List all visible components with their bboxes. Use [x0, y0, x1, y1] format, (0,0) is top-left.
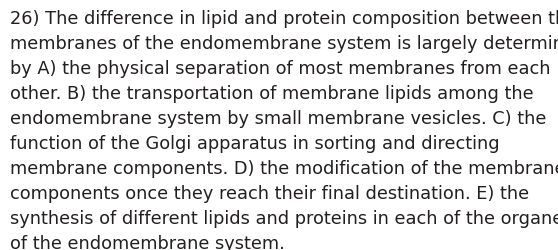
Text: 26) The difference in lipid and protein composition between the
membranes of the: 26) The difference in lipid and protein … [10, 10, 558, 250]
